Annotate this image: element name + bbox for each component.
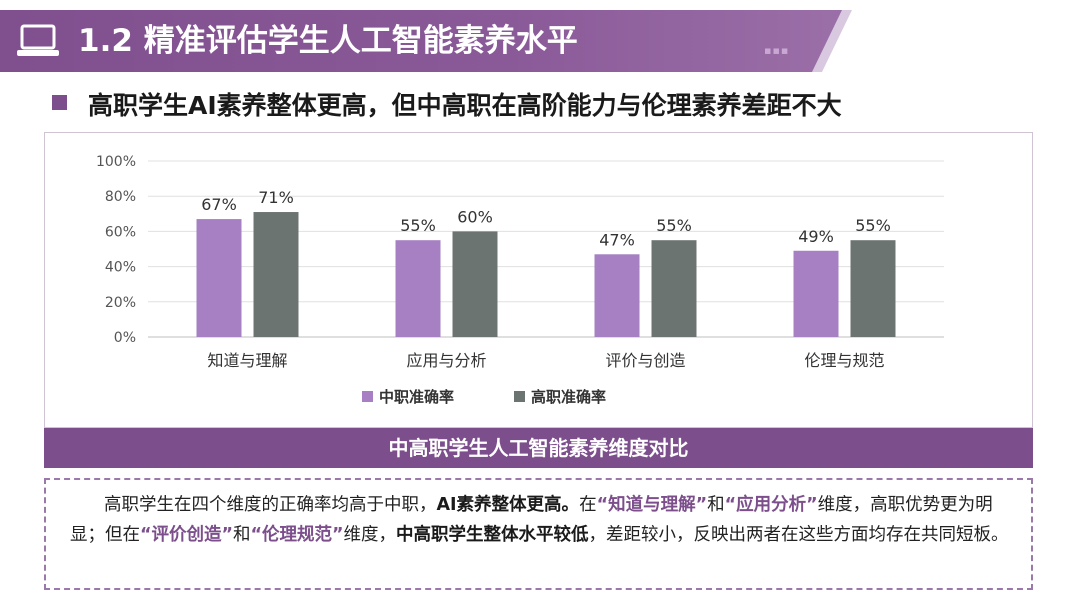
bar-chart: 0% 20% 40% 60% 80% 100% 67% 71% 知道与理解 55% 60% 应用与分析… [96,154,944,406]
summary-bold-1: AI素养整体更高。 [436,495,580,515]
dots-decoration: ▪▪▪ [764,44,790,57]
x-tick-label: 评价与创造 [605,351,685,370]
summary-text-4: 维度，高职优势更为明显；但在 [70,495,993,545]
laptop-icon [17,24,59,56]
y-tick-label: 40% [105,260,136,276]
x-tick-label: 伦理与规范 [804,351,884,370]
bar-higher-vocational [850,240,896,337]
data-label: 67% [201,195,237,214]
summary-highlight-2: “应用分析” [724,495,818,515]
summary-bold-2: 中高职学生整体水平较低 [396,525,589,545]
y-tick-label: 0% [114,330,136,346]
legend-swatch [514,391,525,402]
summary-text-5: 和 [233,525,251,545]
bar-vocational [594,254,640,337]
page-title: 1.2 精准评估学生人工智能素养水平 [78,23,578,59]
x-tick-label: 知道与理解 [207,351,287,370]
summary-text-2: 在 [579,495,597,515]
data-label: 71% [258,188,294,207]
slide-subtitle: 高职学生AI素养整体更高，但中高职在高阶能力与伦理素养差距不大 [88,91,842,120]
data-label: 60% [457,207,493,226]
bar-higher-vocational [651,240,697,337]
y-tick-label: 100% [96,154,136,170]
data-label: 55% [656,216,692,235]
summary-text-3: 和 [707,495,725,515]
title-bar [0,10,848,72]
bar-higher-vocational [253,212,299,337]
summary-text-7: ，差距较小，反映出两者在这些方面均存在共同短板。 [588,525,1009,545]
data-label: 55% [855,216,891,235]
summary-text-6: 维度， [343,525,397,545]
bar-vocational [793,250,839,337]
legend-label: 中职准确率 [379,388,454,406]
y-tick-label: 80% [105,189,136,205]
x-tick-label: 应用与分析 [406,351,486,370]
summary-box: 高职学生在四个维度的正确率均高于中职，AI素养整体更高。在“知道与理解”和“应用… [44,478,1033,590]
subtitle-bullet [52,95,67,110]
summary-highlight-3: “评价创造” [140,525,234,545]
data-label: 47% [599,230,635,249]
summary-highlight-4: “伦理规范” [250,525,344,545]
data-label: 55% [400,216,436,235]
bar-vocational [196,219,242,337]
y-tick-label: 60% [105,224,136,240]
y-tick-label: 20% [105,295,136,311]
legend-swatch [362,391,373,402]
bar-higher-vocational [452,231,498,337]
legend-label: 高职准确率 [531,388,606,406]
summary-highlight-1: “知道与理解” [596,495,708,515]
bar-vocational [395,240,441,337]
chart-caption: 中高职学生人工智能素养维度对比 [44,428,1033,468]
data-label: 49% [798,227,834,246]
summary-text-1: 高职学生在四个维度的正确率均高于中职， [104,495,437,515]
